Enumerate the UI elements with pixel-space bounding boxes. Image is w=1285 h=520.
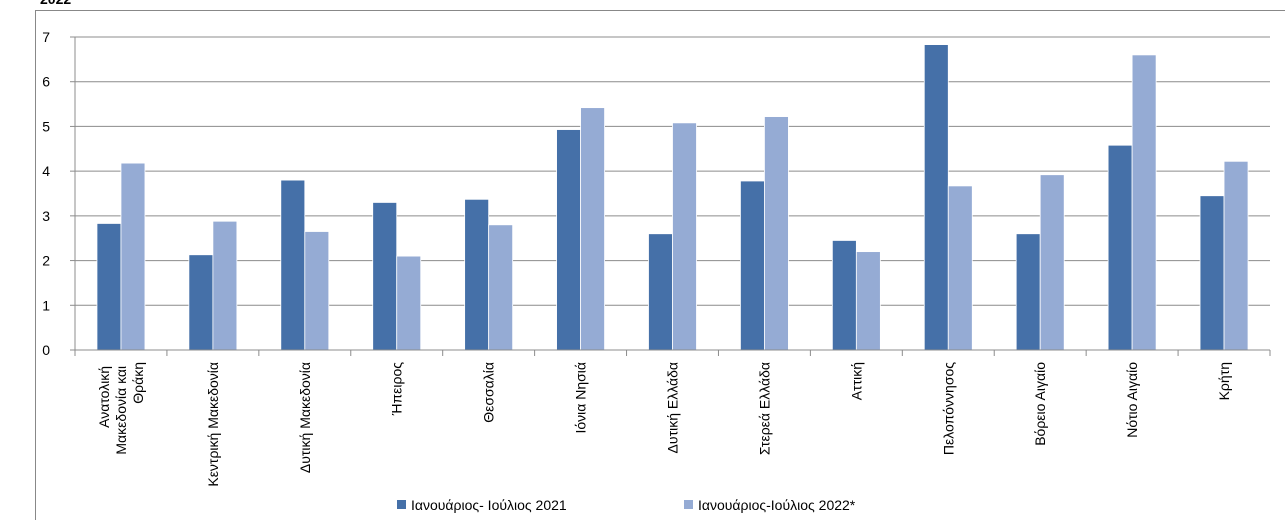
bar (831, 240, 857, 351)
bar (372, 202, 398, 351)
x-tick-label: Στερεά Ελλάδα (756, 362, 772, 455)
x-tick-label: Δυτική Ελλάδα (665, 362, 681, 453)
x-tick-label: Πελοπόννησος (940, 362, 956, 455)
y-tick-label: 5 (42, 118, 50, 134)
bar (1223, 160, 1249, 351)
x-tick-label: Νότιο Αιγαίο (1124, 362, 1140, 438)
bar (648, 233, 673, 351)
bar (1131, 54, 1157, 351)
y-tick-label: 4 (42, 163, 50, 179)
bar (280, 179, 306, 351)
x-tick-label: Κεντρική Μακεδονία (205, 362, 221, 487)
bar (556, 129, 581, 351)
bar (1015, 233, 1041, 351)
x-tick-label: Αττική (848, 362, 864, 400)
y-tick-label: 7 (42, 29, 50, 45)
legend-label: Ιανουάριος-Ιούλιος 2022* (698, 497, 856, 513)
x-tick-label: Θεσσαλία (481, 362, 497, 423)
x-tick-label: Ήπειρος (389, 362, 405, 416)
bar (488, 224, 514, 351)
y-tick-label: 3 (42, 208, 50, 224)
bar (855, 251, 881, 351)
bar (1107, 144, 1133, 351)
bar (96, 223, 122, 351)
y-tick-label: 0 (42, 342, 50, 358)
chart-frame (35, 10, 1285, 520)
x-tick-label: Δυτική Μακεδονία (297, 362, 313, 473)
bar (740, 180, 765, 351)
bar (764, 116, 789, 351)
bar (188, 254, 214, 351)
x-tick-label: Ανατολική Μακεδονία και Θράκη (96, 362, 146, 455)
x-tick-label: Βόρειο Αιγαίο (1032, 362, 1048, 446)
legend-label: Ιανουάριος- Ιούλιος 2021 (411, 497, 567, 513)
legend-swatch (684, 500, 693, 509)
bar (212, 220, 238, 351)
bar (923, 44, 949, 351)
chart-title: 2022 (40, 0, 71, 7)
bar (672, 122, 697, 351)
bar (304, 231, 330, 351)
x-tick-label: Ιόνια Νησιά (573, 362, 589, 434)
bar (396, 255, 422, 351)
y-tick-label: 1 (42, 297, 50, 313)
bar (1199, 195, 1225, 351)
legend-swatch (397, 500, 406, 509)
x-tick-label: Κρήτη (1216, 362, 1232, 400)
y-tick-label: 6 (42, 74, 50, 90)
y-tick-label: 2 (42, 253, 50, 269)
bar (464, 198, 490, 351)
bar (947, 185, 973, 351)
bar (120, 162, 146, 351)
bar (1039, 174, 1065, 351)
bar (580, 107, 605, 351)
